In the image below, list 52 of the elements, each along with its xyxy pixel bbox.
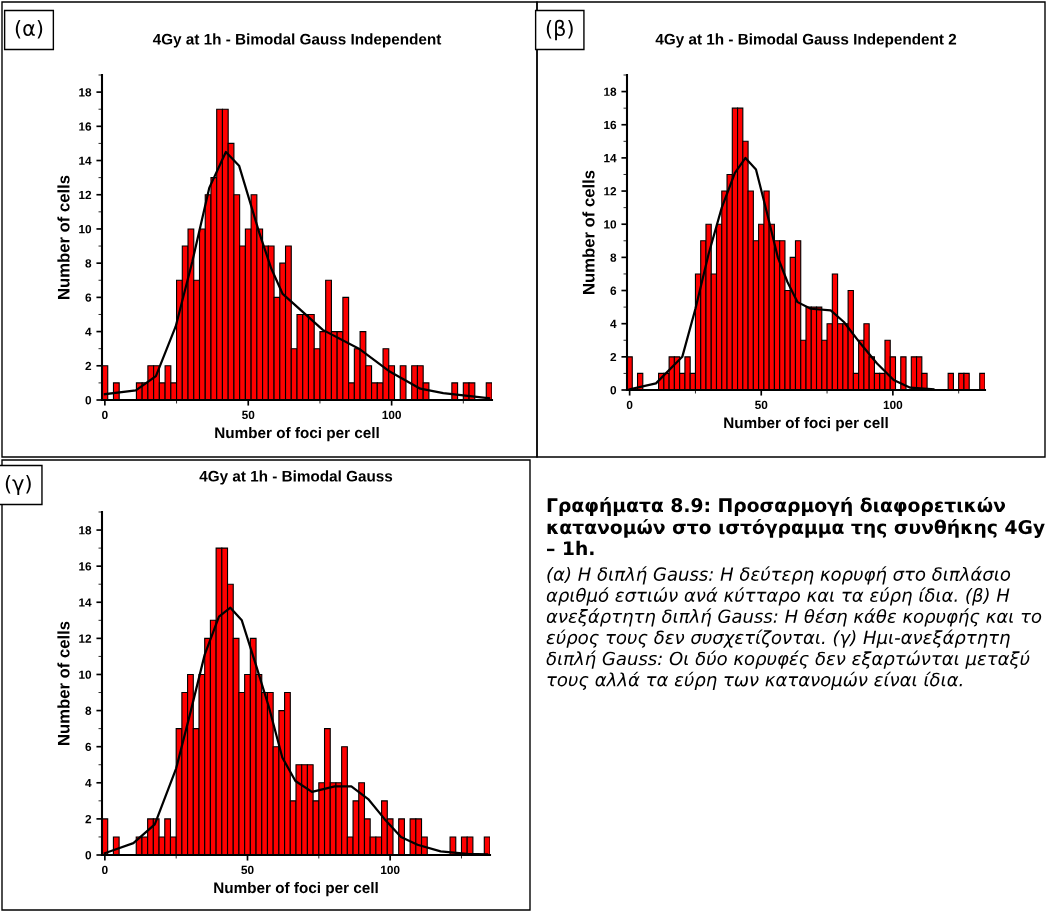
chart-title: 4Gy at 1h - Bimodal Gauss Independent 2: [655, 33, 957, 48]
y-tick-label: 6: [85, 293, 92, 302]
y-tick-label: 14: [79, 156, 92, 165]
x-tick-label: 100: [382, 410, 401, 420]
y-axis-title: Number of cells: [57, 175, 70, 299]
y-tick-label: 18: [604, 87, 617, 96]
y-tick-label: 6: [610, 286, 617, 295]
text: (γ): [5, 474, 31, 496]
y-tick-label: 4: [610, 319, 617, 328]
y-tick-label: 18: [79, 526, 92, 535]
y-axis-title: Number of cells: [57, 621, 70, 745]
y-tick-label: 10: [79, 224, 92, 234]
x-tick-label: 50: [242, 410, 255, 420]
chart-title: 4Gy at 1h - Bimodal Gauss Independent: [152, 33, 442, 48]
x-tick-label: 0: [626, 400, 633, 410]
y-axis-title: Number of cells: [582, 170, 595, 294]
y-tick-label: 10: [79, 670, 92, 679]
y-tick-label: 6: [85, 742, 92, 752]
y-tick-label: 4: [85, 778, 92, 788]
text: (α) Η διπλή Gauss: Η δεύτερη κορυφή στο διπλάσιο αριθμό εστιών ανά κύτταρο και τα εύρη ίδια. (β) Η ανεξάρτητη διπλή Gauss: Η θέση κάθε κορυφής και το εύρος τους δεν συσχετίζονται. (γ) Ημι-ανεξάρτητη διπλή Gauss: Οι δύο κορυφές δεν εξαρτώνται μεταξύ τους αλλά τα εύρη των κατανομών είναι ίδια.: [546, 566, 1042, 690]
x-axis-title: Number of foci per cell: [724, 416, 888, 432]
y-tick-label: 12: [79, 634, 92, 643]
y-tick-label: 12: [604, 187, 617, 196]
y-tick-label: 8: [85, 706, 92, 715]
x-tick-label: 50: [241, 865, 254, 875]
x-tick-label: 100: [381, 865, 400, 875]
x-tick-label: 0: [102, 410, 108, 420]
x-axis-title: Number of foci per cell: [215, 426, 379, 442]
text: (α): [15, 19, 43, 39]
y-tick-label: 10: [604, 220, 617, 229]
y-tick-label: 2: [85, 361, 92, 371]
y-tick-label: 0: [85, 851, 92, 860]
y-tick-label: 8: [85, 259, 92, 268]
y-tick-label: 16: [79, 562, 92, 571]
y-tick-label: 18: [79, 88, 92, 97]
y-tick-label: 2: [610, 352, 617, 362]
y-tick-label: 0: [610, 386, 617, 395]
text: (β): [546, 19, 573, 41]
y-tick-label: 14: [79, 598, 92, 607]
text: Γραφήματα 8.9: Προσαρμογή διαφορετικών κατανομών στο ιστόγραμμα της συνθήκης 4Gy – 1h.: [547, 497, 1045, 556]
y-tick-label: 4: [85, 327, 92, 336]
y-tick-label: 8: [610, 253, 617, 262]
x-tick-label: 0: [102, 865, 108, 875]
y-tick-label: 2: [85, 814, 92, 824]
y-tick-label: 16: [79, 122, 92, 131]
x-axis-title: Number of foci per cell: [214, 881, 378, 897]
x-tick-label: 100: [883, 400, 903, 410]
y-tick-label: 16: [604, 120, 617, 130]
x-tick-label: 50: [755, 400, 768, 410]
y-tick-label: 14: [604, 154, 617, 163]
y-tick-label: 12: [79, 190, 92, 200]
chart-title: 4Gy at 1h - Bimodal Gauss: [199, 470, 393, 485]
